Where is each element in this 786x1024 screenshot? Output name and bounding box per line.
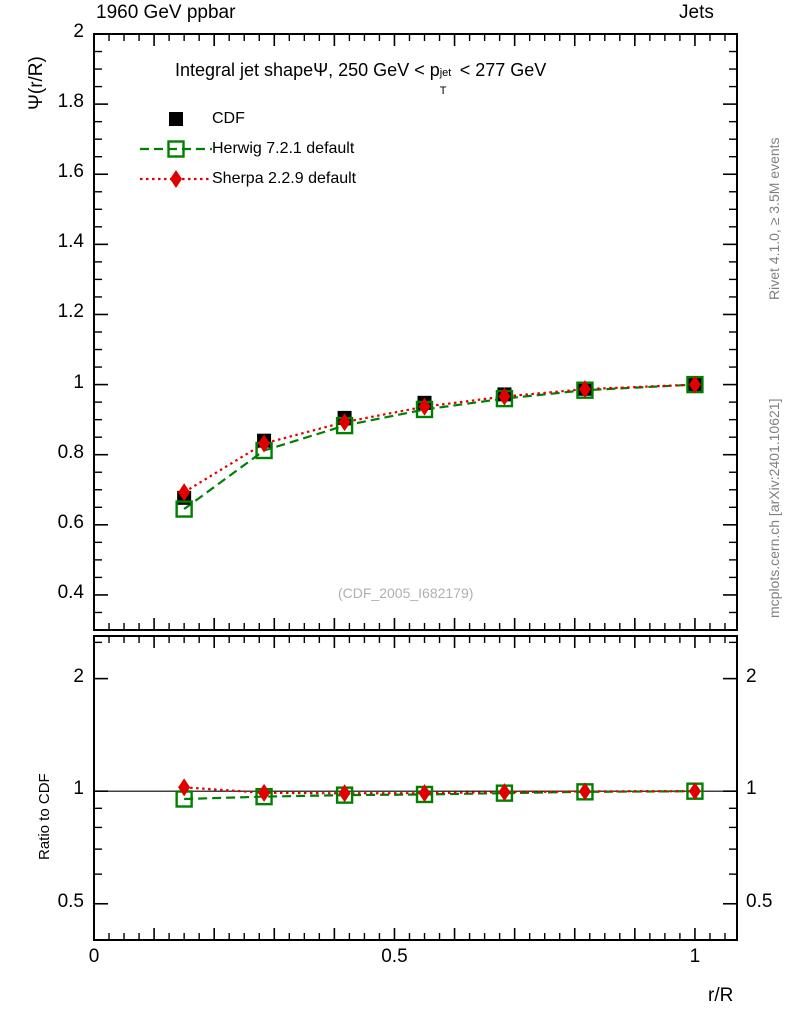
- x-tick-label: 0: [88, 946, 100, 967]
- ratio-data-point-sherpa: [578, 782, 591, 801]
- ratio-y-tick-label-right: 0.5: [746, 890, 773, 912]
- header-category-label: Jets: [679, 2, 714, 23]
- title-psi-symbol: Ψ: [313, 60, 329, 80]
- ratio-y-tick-label: 1: [73, 778, 84, 800]
- main-y-tick-label: 1.4: [57, 231, 84, 253]
- title-superscript: jet: [439, 67, 452, 79]
- main-y-tick-label: 2: [73, 21, 84, 42]
- main-y-tick-label: 1: [73, 371, 84, 393]
- ratio-data-point-sherpa: [338, 784, 351, 803]
- main-y-tick-label: 1.8: [57, 91, 84, 113]
- main-panel-frame: [93, 33, 738, 631]
- title-subscript: T: [439, 85, 447, 97]
- main-data-point-sherpa: [178, 483, 191, 502]
- x-axis-label: r/R: [708, 985, 734, 1006]
- legend-marker-sherpa: [170, 170, 182, 188]
- main-y-tick-label: 0.8: [57, 441, 84, 463]
- legend-label-sherpa: Sherpa 2.2.9 default: [212, 170, 357, 187]
- ratio-data-point-sherpa: [418, 784, 431, 803]
- x-tick-label: 0.5: [381, 946, 408, 967]
- ratio-y-tick-label-right: 1: [746, 778, 757, 800]
- main-y-tick-label: 1.6: [57, 161, 84, 183]
- header-beam-label: 1960 GeV ppbar: [96, 2, 236, 23]
- main-plot-title: Integral jet shapeΨ, 250 GeV < p jet T < 2…: [175, 60, 547, 97]
- main-y-tick-label: 0.6: [57, 511, 84, 533]
- title-suffix: < 277 GeV: [454, 60, 547, 80]
- ratio-data-point-sherpa: [258, 783, 271, 802]
- legend-marker-herwig: [167, 140, 185, 158]
- main-y-tick-label: 0.4: [57, 581, 84, 603]
- ratio-panel-frame: [93, 635, 738, 941]
- main-data-point-sherpa: [498, 387, 511, 406]
- title-prefix: Integral jet shape: [175, 60, 314, 80]
- ratio-y-tick-label: 0.5: [57, 890, 84, 912]
- main-data-point-sherpa: [338, 413, 351, 432]
- x-tick-label: 1: [689, 946, 701, 967]
- main-data-point-sherpa: [688, 375, 701, 394]
- ratio-y-tick-label-right: 2: [746, 665, 757, 687]
- ratio-data-point-sherpa: [178, 778, 191, 797]
- ratio-data-point-sherpa: [498, 783, 511, 802]
- analysis-id-watermark: (CDF_2005_I682179): [338, 585, 474, 601]
- main-data-point-herwig: [175, 500, 193, 518]
- ratio-data-point-sherpa: [688, 782, 701, 801]
- main-y-tick-label: 1.2: [57, 301, 84, 323]
- ratio-y-tick-label: 2: [73, 665, 84, 687]
- main-data-point-sherpa: [258, 434, 271, 453]
- main-data-point-sherpa: [578, 380, 591, 399]
- title-middle: , 250 GeV < p: [328, 60, 440, 80]
- legend-label-cdf: CDF: [212, 110, 245, 127]
- legend-marker-cdf: [169, 112, 183, 126]
- main-data-point-sherpa: [418, 397, 431, 416]
- legend-label-herwig: Herwig 7.2.1 default: [212, 140, 355, 157]
